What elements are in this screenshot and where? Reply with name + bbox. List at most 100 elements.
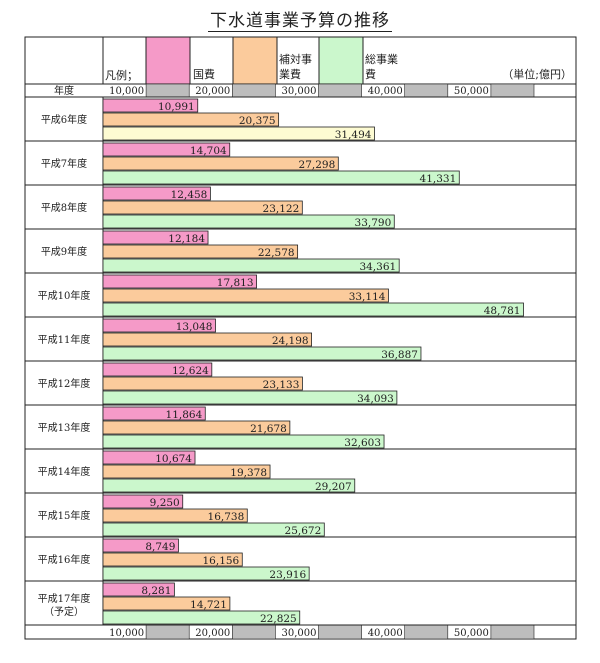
- legend-unit: （単位;億円）: [502, 67, 572, 81]
- legend-swatch: [318, 36, 364, 85]
- bottom-axis-band: [145, 624, 190, 640]
- legend-box: [24, 36, 577, 85]
- data-label: 27,298: [299, 159, 336, 171]
- category-label: 平成7年度: [41, 157, 87, 170]
- bottom-axis-tick-label: 10,000: [109, 628, 144, 639]
- category-label: 平成17年度: [38, 592, 91, 605]
- category-label: （予定）: [44, 605, 84, 618]
- chart-title: 下水道事業予算の推移: [0, 6, 600, 32]
- top-axis-tick-label: 40,000: [368, 86, 403, 97]
- bar: [102, 522, 325, 537]
- data-label: 10,674: [155, 453, 192, 465]
- category-label: 平成11年度: [38, 333, 91, 346]
- top-axis-band: [404, 83, 449, 98]
- bottom-axis-tick-label: 20,000: [195, 628, 230, 639]
- data-label: 12,184: [168, 233, 205, 245]
- bar: [102, 214, 395, 229]
- bar: [102, 186, 211, 201]
- category-label: 平成14年度: [38, 465, 91, 478]
- category-label: 平成16年度: [38, 553, 91, 566]
- bar: [102, 376, 303, 391]
- data-label: 8,749: [145, 541, 175, 553]
- bar: [102, 142, 231, 157]
- bottom-axis-band: [490, 624, 535, 640]
- bar: [102, 434, 385, 449]
- data-label: 22,578: [258, 247, 295, 259]
- category-label: 平成13年度: [38, 421, 91, 434]
- bar: [102, 346, 422, 361]
- bar: [102, 258, 400, 273]
- data-label: 14,704: [190, 145, 227, 157]
- top-axis-tick-label: 20,000: [195, 86, 230, 97]
- bar: [102, 156, 339, 171]
- bar: [102, 596, 231, 611]
- bottom-axis-tick-label: 40,000: [368, 628, 403, 639]
- legend-item-name: 総事業: [365, 52, 398, 66]
- bar: [102, 112, 280, 127]
- top-axis-band: [490, 83, 535, 98]
- bottom-axis-band: [318, 624, 362, 640]
- category-label: 平成10年度: [38, 289, 91, 302]
- bar: [102, 464, 271, 479]
- legend-swatch: [145, 36, 191, 85]
- legend-item-name: 国費: [193, 67, 215, 81]
- bar: [102, 420, 291, 435]
- data-label: 11,864: [166, 409, 203, 421]
- bar: [102, 288, 389, 303]
- data-label: 14,721: [190, 599, 227, 611]
- bottom-axis-band: [404, 624, 449, 640]
- bar: [102, 406, 206, 421]
- bar: [102, 230, 209, 245]
- bar: [102, 450, 196, 465]
- bar: [102, 566, 310, 581]
- bottom-axis-tick-label: 50,000: [454, 628, 489, 639]
- data-label: 23,133: [263, 379, 300, 391]
- bar: [102, 390, 398, 405]
- bottom-axis-band: [232, 624, 276, 640]
- data-label: 13,048: [176, 321, 213, 333]
- top-axis-tick-label: 50,000: [454, 86, 489, 97]
- data-label: 34,093: [357, 393, 394, 405]
- data-label: 34,361: [359, 261, 396, 273]
- legend-item-name: 業費: [279, 67, 301, 81]
- legend-swatch: [232, 36, 278, 85]
- top-axis-band: [145, 83, 190, 98]
- row-header: 年度: [54, 84, 74, 97]
- category-label: 平成8年度: [41, 201, 87, 214]
- bar: [102, 318, 216, 333]
- bar: [102, 538, 179, 553]
- top-axis-band: [318, 83, 362, 98]
- bottom-axis-tick-label: 30,000: [282, 628, 317, 639]
- category-label: 平成6年度: [41, 113, 87, 126]
- data-label: 23,122: [263, 203, 300, 215]
- data-label: 24,198: [272, 335, 309, 347]
- data-label: 36,887: [381, 349, 418, 361]
- legend-label: 凡例；: [105, 68, 138, 82]
- data-label: 10,991: [158, 101, 195, 113]
- legend-item-name: 補対事: [279, 52, 312, 66]
- legend-item-name: 費: [365, 67, 376, 81]
- bar: [102, 170, 460, 185]
- data-label: 32,603: [344, 437, 381, 449]
- data-label: 12,458: [171, 189, 208, 201]
- data-label: 21,678: [250, 423, 287, 435]
- data-label: 8,281: [141, 585, 171, 597]
- data-label: 33,114: [349, 291, 386, 303]
- bar: [102, 244, 299, 259]
- category-label: 平成15年度: [38, 509, 91, 522]
- bar: [102, 494, 184, 509]
- bar: [102, 126, 375, 141]
- bar: [102, 610, 301, 625]
- data-label: 16,738: [208, 511, 245, 523]
- bar: [102, 582, 175, 597]
- top-axis-band: [232, 83, 276, 98]
- data-label: 20,375: [239, 115, 276, 127]
- category-label: 平成12年度: [38, 377, 91, 390]
- data-label: 31,494: [335, 129, 372, 141]
- data-label: 23,916: [269, 569, 306, 581]
- data-label: 17,813: [217, 277, 254, 289]
- data-label: 29,207: [315, 481, 352, 493]
- top-axis-tick-label: 10,000: [109, 86, 144, 97]
- data-label: 19,378: [230, 467, 267, 479]
